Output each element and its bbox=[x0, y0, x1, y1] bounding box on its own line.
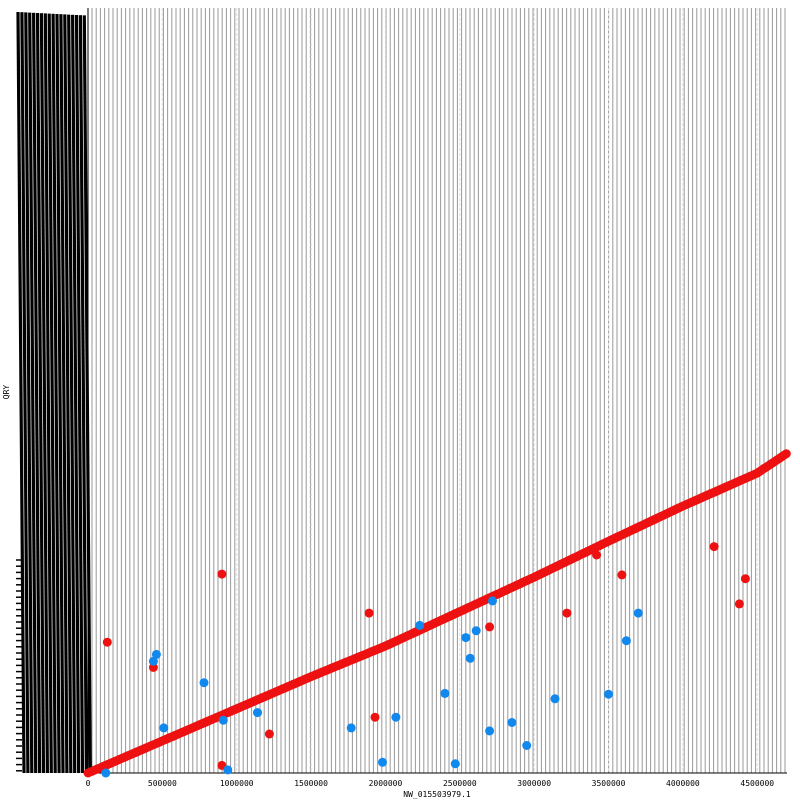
grid-lines bbox=[91, 8, 786, 773]
data-point bbox=[485, 622, 495, 632]
label-scaffold-line bbox=[59, 14, 69, 774]
label-scaffold-line bbox=[51, 13, 61, 774]
x-tick-label: 4000000 bbox=[666, 779, 700, 788]
label-scaffold-line bbox=[32, 12, 42, 774]
label-scaffold-line bbox=[16, 11, 26, 774]
data-point bbox=[101, 768, 111, 778]
data-point bbox=[461, 633, 471, 643]
diagonal-point bbox=[781, 449, 791, 459]
x-tick-labels: 0 500000 1000000 1500000 2000000 2500000 30000… bbox=[86, 779, 775, 788]
scatter-points bbox=[101, 542, 750, 778]
diagonal-series bbox=[83, 449, 791, 778]
x-tick-label: 2500000 bbox=[443, 779, 477, 788]
x-tick-label: 1000000 bbox=[220, 779, 254, 788]
data-point bbox=[148, 656, 158, 666]
data-point bbox=[253, 708, 262, 718]
label-scaffold-line bbox=[63, 14, 73, 774]
label-scaffold-line bbox=[28, 12, 38, 774]
data-point bbox=[507, 718, 517, 727]
data-point bbox=[465, 653, 475, 663]
data-point bbox=[218, 715, 228, 725]
axes bbox=[87, 8, 787, 774]
data-point bbox=[522, 741, 532, 750]
data-point bbox=[217, 569, 227, 579]
x-axis-label: NW_015503979.1 bbox=[403, 790, 471, 799]
data-point bbox=[440, 688, 450, 698]
data-point bbox=[378, 757, 387, 767]
data-point bbox=[740, 574, 750, 584]
label-scaffold-line bbox=[43, 13, 53, 774]
data-point bbox=[151, 649, 161, 659]
data-point bbox=[415, 620, 425, 630]
label-scaffold-line bbox=[82, 15, 92, 774]
data-point bbox=[223, 765, 233, 775]
data-point bbox=[621, 636, 631, 646]
data-point bbox=[550, 694, 560, 704]
data-point bbox=[264, 729, 274, 739]
label-scaffold-line bbox=[24, 12, 34, 774]
label-scaffold-line bbox=[35, 12, 46, 774]
data-point bbox=[633, 608, 643, 618]
data-point bbox=[592, 550, 602, 560]
data-point bbox=[488, 596, 497, 606]
y-axis-label-scaffold bbox=[16, 11, 92, 774]
data-point bbox=[159, 723, 169, 733]
data-point bbox=[346, 723, 356, 733]
data-point bbox=[604, 689, 613, 699]
data-point bbox=[370, 712, 380, 722]
label-scaffold-line bbox=[74, 14, 85, 774]
data-point bbox=[391, 712, 401, 722]
data-point bbox=[562, 608, 572, 618]
x-tick-label: 0 bbox=[86, 779, 91, 788]
y-axis-label: QRY bbox=[2, 385, 11, 400]
x-tick-label: 3000000 bbox=[517, 779, 551, 788]
data-point bbox=[364, 608, 374, 618]
x-tick-label: 4500000 bbox=[740, 779, 774, 788]
data-point bbox=[102, 637, 112, 647]
data-point bbox=[485, 726, 495, 736]
data-point bbox=[450, 759, 460, 769]
x-tick-label: 3500000 bbox=[592, 779, 626, 788]
label-scaffold-line bbox=[55, 13, 65, 774]
data-point bbox=[709, 542, 719, 552]
label-scaffold-line bbox=[67, 14, 77, 774]
data-point bbox=[734, 599, 744, 609]
label-scaffold-line bbox=[20, 12, 30, 774]
label-scaffold-line bbox=[78, 15, 88, 774]
x-tick-label: 2000000 bbox=[369, 779, 403, 788]
data-point bbox=[471, 626, 481, 636]
x-tick-label: 500000 bbox=[148, 779, 177, 788]
label-scaffold-line bbox=[47, 13, 57, 774]
x-tick-label: 1500000 bbox=[294, 779, 328, 788]
data-point bbox=[199, 678, 209, 688]
data-point bbox=[617, 570, 627, 580]
label-scaffold-line bbox=[71, 14, 81, 774]
label-scaffold-line bbox=[39, 13, 49, 774]
